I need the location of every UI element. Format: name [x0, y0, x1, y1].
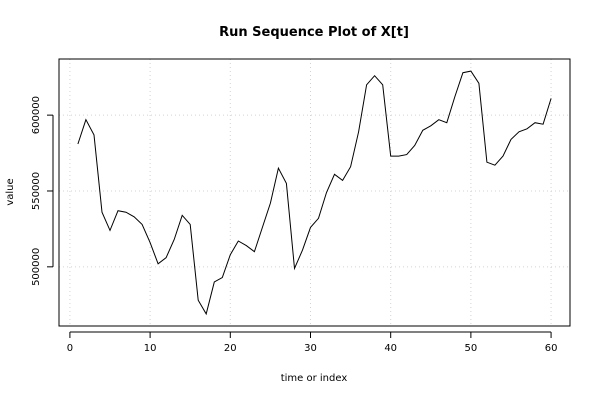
x-tick-label: 20 [224, 343, 237, 354]
axes: 0 10 20 30 40 50 60 500000 550000 600000 [31, 96, 557, 354]
y-tick-label: 500000 [31, 248, 42, 286]
x-tick-label: 30 [304, 343, 317, 354]
x-axis-label: time or index [281, 373, 348, 384]
y-tick-label: 600000 [31, 96, 42, 134]
plot-frame [58, 58, 571, 327]
x-tick-label: 10 [144, 343, 157, 354]
x-tick-label: 50 [465, 343, 478, 354]
x-tick-label: 60 [545, 343, 558, 354]
series-line [77, 70, 552, 316]
y-axis-label: value [5, 178, 16, 205]
chart-title: Run Sequence Plot of X[t] [219, 25, 409, 40]
x-tick-label: 0 [67, 343, 73, 354]
x-tick-label: 40 [384, 343, 397, 354]
series-layer [77, 70, 552, 316]
grid-lines [59, 59, 570, 326]
y-tick-label: 550000 [31, 172, 42, 210]
